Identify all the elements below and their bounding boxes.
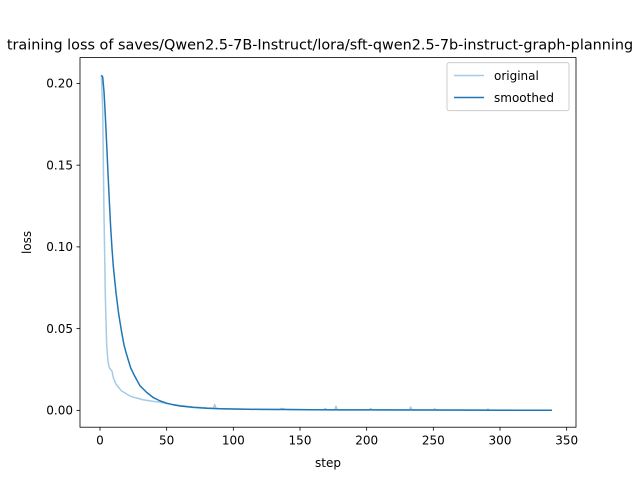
y-tick-label: 0.05 [46, 322, 73, 336]
legend-label-smoothed: smoothed [494, 91, 554, 105]
y-tick-label: 0.10 [46, 240, 73, 254]
series-line-smoothed [100, 74, 552, 411]
legend-frame [446, 62, 570, 112]
plot-frame [79, 57, 577, 428]
plot-area [79, 57, 577, 428]
x-tick-label: 300 [489, 434, 512, 448]
x-axis-label: step [315, 456, 341, 470]
legend-label-original: original [494, 69, 539, 83]
legend: original smoothed [446, 62, 570, 112]
y-axis-label: loss [20, 231, 34, 254]
x-tick-label: 150 [289, 434, 312, 448]
y-axis-ticks: 0.00 0.05 0.10 0.15 0.20 [46, 77, 80, 418]
chart-title: training loss of saves/Qwen2.5-7B-Instru… [7, 38, 633, 54]
plot-background [80, 57, 576, 428]
x-tick-label: 200 [355, 434, 378, 448]
x-axis-ticks: 0 50 100 150 200 250 300 350 [96, 427, 578, 448]
x-tick-label: 350 [555, 434, 578, 448]
x-tick-label: 100 [222, 434, 245, 448]
series-layer [100, 74, 552, 411]
y-tick-label: 0.15 [46, 158, 73, 172]
y-tick-label: 0.20 [46, 77, 73, 91]
y-tick-label: 0.00 [46, 404, 73, 418]
x-tick-label: 0 [96, 434, 104, 448]
x-tick-label: 250 [422, 434, 445, 448]
x-tick-label: 50 [159, 434, 174, 448]
